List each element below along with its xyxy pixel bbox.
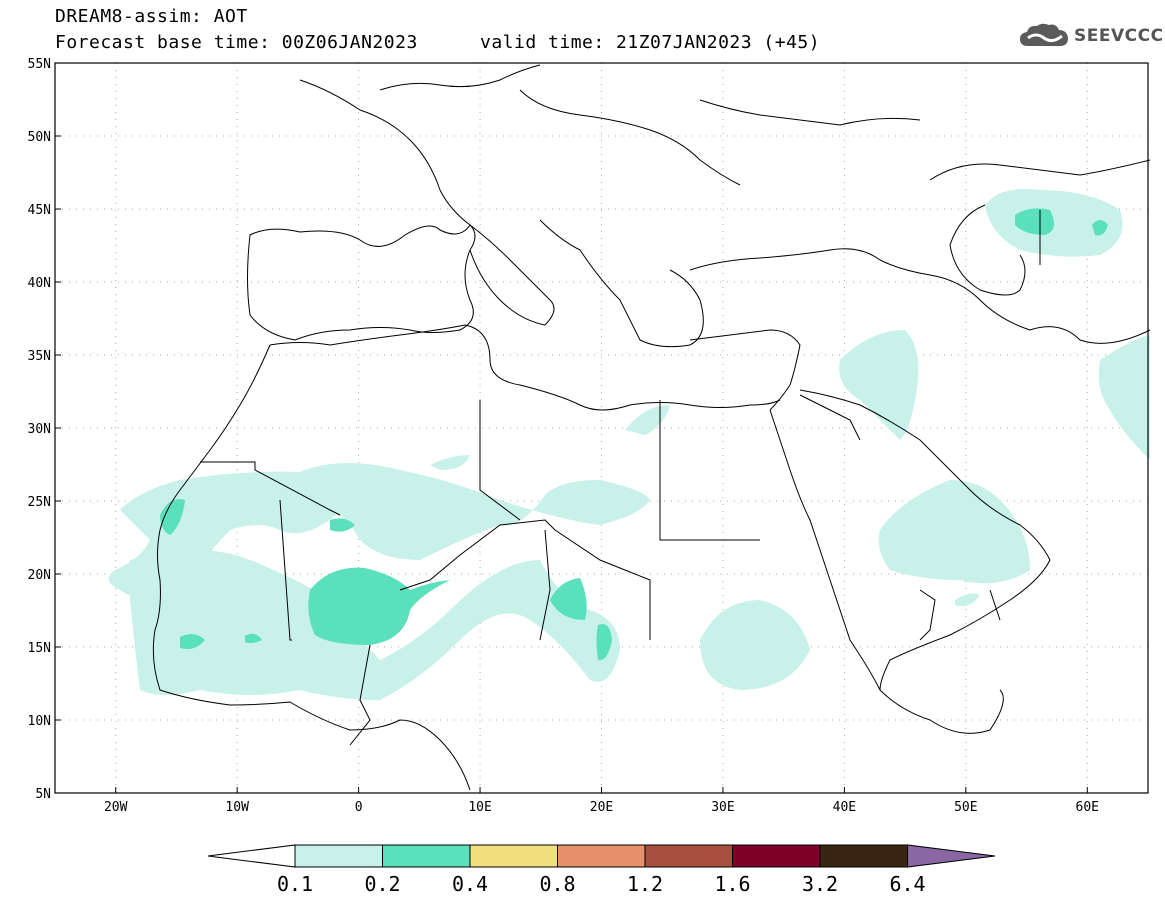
forecast-base-time: Forecast base time: 00Z06JAN2023	[55, 32, 418, 53]
lon-tick-label: 50E	[954, 800, 977, 815]
lat-tick-label: 35N	[28, 349, 51, 364]
logo-text: SEEVCCC	[1074, 26, 1164, 46]
coastlines-and-borders	[152, 64, 1151, 791]
colorbar-label: 0.4	[452, 872, 488, 896]
colorbar-over-triangle	[907, 844, 996, 868]
lat-tick-label: 25N	[28, 495, 51, 510]
lat-tick-label: 55N	[28, 57, 51, 72]
map-title: DREAM8-assim: AOT	[55, 6, 248, 27]
lon-tick-label: 20E	[590, 800, 613, 815]
lat-tick-label: 5N	[35, 787, 51, 802]
colorbar-under-triangle	[207, 844, 296, 868]
colorbar-swatch	[819, 844, 908, 868]
lon-tick-label: 40E	[833, 800, 856, 815]
colorbar-swatch	[557, 844, 646, 868]
colorbar: 0.1 0.2 0.4 0.8 1.2 1.6 3.2 6.4	[207, 844, 996, 896]
aot-band-0.1-0.2	[108, 189, 1150, 700]
colorbar-swatch	[294, 844, 383, 868]
latitude-axis: 55N 50N 45N 40N 35N 30N 25N 20N 15N 10N 5N	[28, 57, 61, 802]
longitude-axis: 20W 10W 0 10E 20E 30E 40E 50E 60E	[104, 787, 1099, 815]
seevccc-logo: SEEVCCC	[1018, 22, 1164, 50]
lat-tick-label: 10N	[28, 714, 51, 729]
valid-time: valid time: 21Z07JAN2023 (+45)	[480, 32, 821, 53]
lon-tick-label: 20W	[104, 800, 128, 815]
colorbar-label: 3.2	[802, 872, 838, 896]
colorbar-swatch	[732, 844, 821, 868]
lat-tick-label: 20N	[28, 568, 51, 583]
colorbar-label: 0.2	[364, 872, 400, 896]
colorbar-label: 6.4	[889, 872, 925, 896]
colorbar-swatch	[382, 844, 471, 868]
lon-tick-label: 30E	[711, 800, 734, 815]
colorbar-label: 0.8	[539, 872, 575, 896]
lon-tick-label: 60E	[1076, 800, 1099, 815]
lon-tick-label: 10W	[225, 800, 249, 815]
lat-tick-label: 45N	[28, 203, 51, 218]
lat-tick-label: 40N	[28, 276, 51, 291]
colorbar-swatch	[644, 844, 733, 868]
colorbar-label: 1.6	[714, 872, 750, 896]
cloud-icon	[1020, 23, 1068, 46]
aot-band-0.2-0.4	[160, 208, 1108, 661]
lon-tick-label: 10E	[468, 800, 491, 815]
aot-field	[108, 189, 1150, 700]
colorbar-swatch	[469, 844, 558, 868]
lat-tick-label: 50N	[28, 130, 51, 145]
lat-tick-label: 30N	[28, 422, 51, 437]
lon-tick-label: 0	[355, 800, 363, 815]
colorbar-label: 1.2	[627, 872, 663, 896]
lat-tick-label: 15N	[28, 641, 51, 656]
colorbar-label: 0.1	[277, 872, 313, 896]
